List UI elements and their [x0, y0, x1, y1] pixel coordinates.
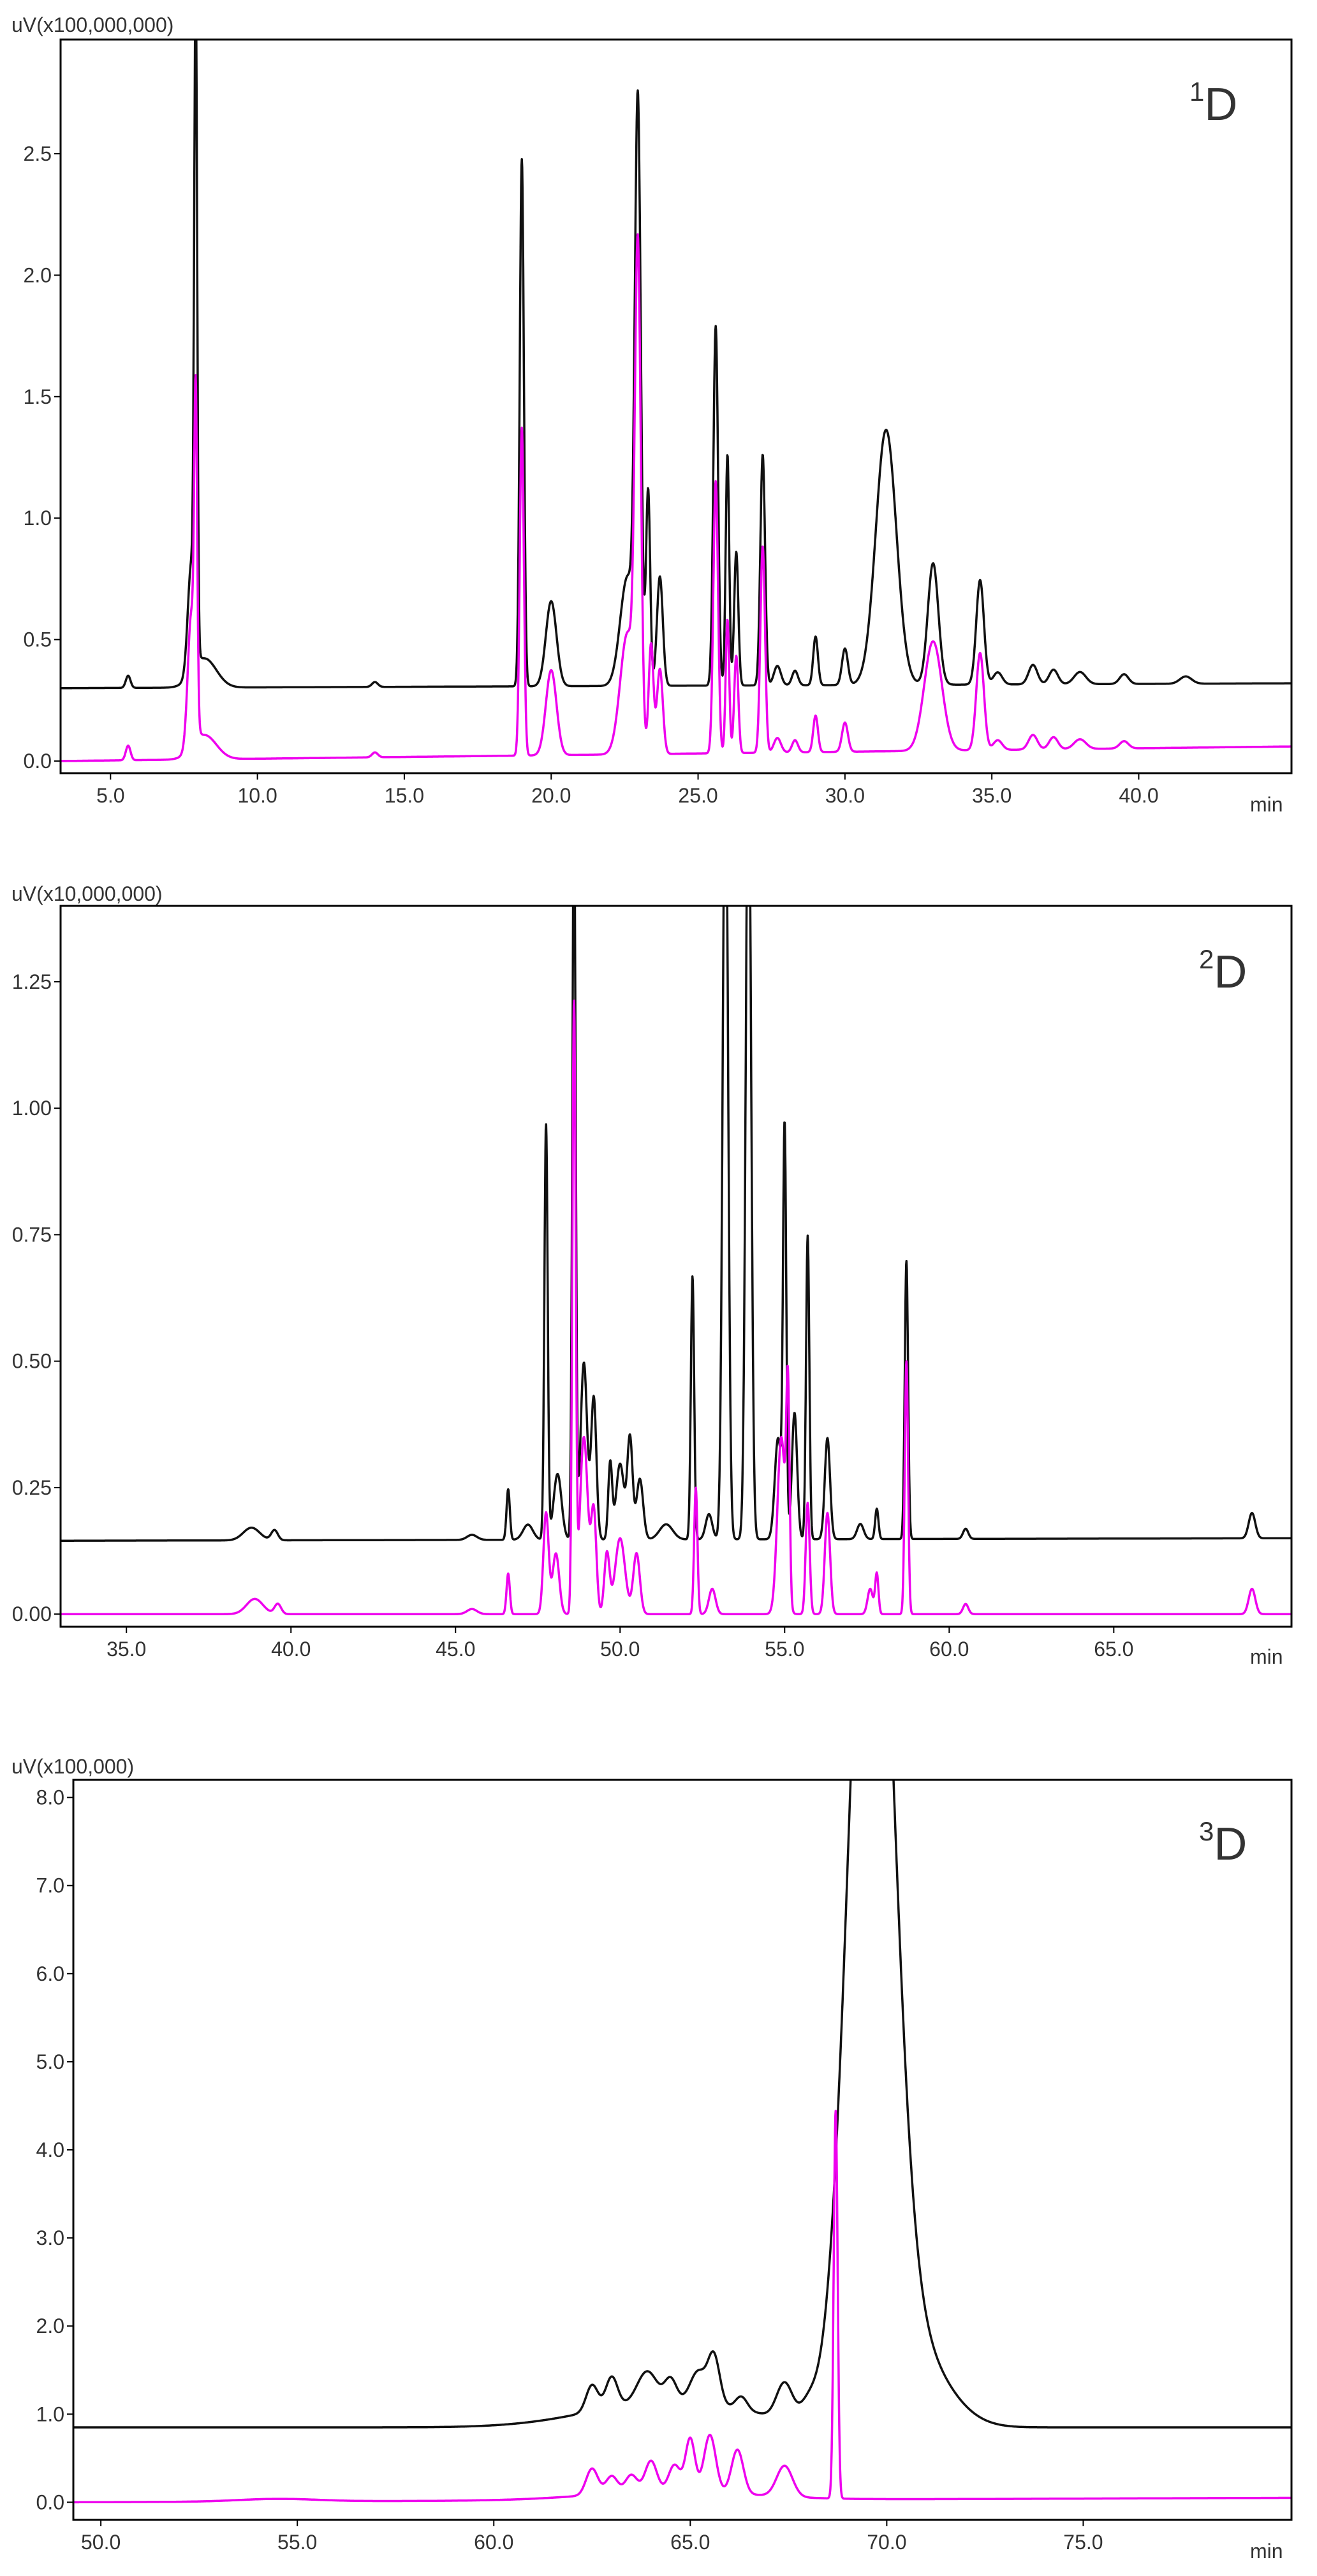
panel-2d-xtick-label: 60.0: [929, 1638, 969, 1661]
panel-2d-ytick-label: 0.75: [12, 1223, 52, 1246]
panel-3d-ytick-label: 3.0: [36, 2226, 64, 2249]
panel-3d-x-unit: min: [1250, 2540, 1283, 2563]
panel-3d-ticks: [67, 1796, 1084, 2526]
panel-3d-trace-magenta: [73, 2110, 1291, 2504]
panel-3d-unit-label: uV(x100,000): [11, 1755, 134, 1778]
panel-2d-unit-label: uV(x10,000,000): [11, 882, 163, 905]
panel-3d-xtick-label: 70.0: [867, 2531, 906, 2554]
panel-3d-ytick-label: 4.0: [36, 2138, 64, 2161]
panel-3d-xtick-label: 60.0: [474, 2531, 513, 2554]
panel-2d-ytick-label: 0.50: [12, 1350, 52, 1373]
panel-2d-tick-labels: 35.0 40.0 45.0 50.0 55.0 60.0 65.0 0.00 0.25 0.50…: [12, 970, 1134, 1661]
panel-2d-ytick-label: 0.25: [12, 1476, 52, 1499]
panel-1d-label-superscript: 1: [1189, 77, 1204, 107]
panel-2d-frame: [59, 905, 1293, 1628]
panel-1d-ytick-label: 0.5: [24, 628, 52, 651]
panel-3d-label-text: D: [1214, 1819, 1247, 1870]
panel-1d-ticks: [54, 152, 1140, 780]
panel-3d-label: 3D: [1199, 1816, 1247, 1870]
panel-1d-x-unit: min: [1250, 793, 1283, 816]
panel-3d-frame: [72, 1779, 1293, 2521]
panel-1d-ytick-label: 2.0: [24, 263, 52, 286]
panel-3d-ytick-label: 5.0: [36, 2050, 64, 2073]
panel-1d-ytick-label: 1.0: [24, 507, 52, 529]
panel-1d-unit-label: uV(x100,000,000): [11, 13, 173, 36]
panel-2d-xtick-label: 45.0: [436, 1638, 475, 1661]
panel-2d-xtick-label: 40.0: [271, 1638, 311, 1661]
panel-1d-xtick-label: 40.0: [1119, 784, 1158, 807]
panel-2d: uV(x10,000,000) 35.0 40.0 45.0 50.0 55.0 60.0…: [11, 882, 1293, 1668]
panel-1d-plot-area: [61, 40, 1291, 762]
panel-2d-plot-area: [61, 906, 1291, 1615]
panel-2d-x-unit: min: [1250, 1645, 1283, 1668]
panel-1d-ytick-label: 2.5: [24, 142, 52, 165]
panel-2d-label: 2D: [1199, 944, 1247, 998]
panel-1d-trace-magenta: [61, 233, 1291, 762]
panel-1d: uV(x100,000,000) 5.0 10.0 15.0 20.0 25.0 30.0…: [11, 13, 1293, 816]
panel-2d-xtick-label: 50.0: [600, 1638, 640, 1661]
panel-2d-xtick-label: 35.0: [107, 1638, 146, 1661]
panel-1d-xtick-label: 5.0: [96, 784, 124, 807]
panel-1d-label-text: D: [1204, 79, 1237, 130]
panel-3d-ytick-label: 8.0: [36, 1786, 64, 1809]
panel-1d-ytick-label: 0.0: [24, 750, 52, 773]
panel-3d-trace-black: [73, 1780, 1291, 2429]
panel-2d-xtick-label: 55.0: [765, 1638, 804, 1661]
panel-3d-ytick-label: 2.0: [36, 2314, 64, 2337]
panel-2d-label-text: D: [1214, 947, 1247, 998]
panel-3d-xtick-label: 65.0: [670, 2531, 710, 2554]
panel-3d-xtick-label: 55.0: [277, 2531, 317, 2554]
panel-3d-ytick-label: 0.0: [36, 2491, 64, 2513]
panel-1d-frame: [59, 38, 1293, 774]
panel-1d-xtick-label: 20.0: [531, 784, 571, 807]
panel-3d: uV(x100,000) 50.0 55.0 60.0 65.0 70.0 75.0 0.0…: [11, 1755, 1293, 2563]
panel-1d-xtick-label: 15.0: [385, 784, 424, 807]
panel-3d-xtick-label: 50.0: [81, 2531, 121, 2554]
panel-2d-ticks: [54, 981, 1115, 1633]
panel-2d-ytick-label: 0.00: [12, 1603, 52, 1625]
panel-1d-xtick-label: 30.0: [825, 784, 865, 807]
panel-2d-ytick-label: 1.00: [12, 1097, 52, 1120]
panel-2d-xtick-label: 65.0: [1094, 1638, 1133, 1661]
panel-2d-label-superscript: 2: [1199, 944, 1214, 974]
panel-2d-trace-magenta: [61, 999, 1291, 1615]
panel-3d-label-superscript: 3: [1199, 1816, 1214, 1846]
panel-2d-ytick-label: 1.25: [12, 970, 52, 993]
panel-1d-label: 1D: [1189, 77, 1237, 130]
panel-1d-xtick-label: 25.0: [678, 784, 717, 807]
panel-1d-xtick-label: 10.0: [237, 784, 277, 807]
panel-1d-tick-labels: 5.0 10.0 15.0 20.0 25.0 30.0 35.0 40.0 0.0 0.5 1.0…: [24, 142, 1159, 807]
panel-3d-tick-labels: 50.0 55.0 60.0 65.0 70.0 75.0 0.0 1.0 2.0 3.0 4.0 5…: [36, 1786, 1103, 2554]
panel-3d-ytick-label: 1.0: [36, 2402, 64, 2425]
panel-3d-ytick-label: 6.0: [36, 1962, 64, 1985]
panel-3d-xtick-label: 75.0: [1063, 2531, 1103, 2554]
panel-3d-ytick-label: 7.0: [36, 1874, 64, 1897]
panel-1d-ytick-label: 1.5: [24, 385, 52, 408]
panel-1d-trace-black: [61, 40, 1291, 690]
panel-1d-xtick-label: 35.0: [972, 784, 1012, 807]
panel-3d-plot-area: [73, 1780, 1291, 2504]
panel-2d-trace-black: [61, 906, 1291, 1542]
